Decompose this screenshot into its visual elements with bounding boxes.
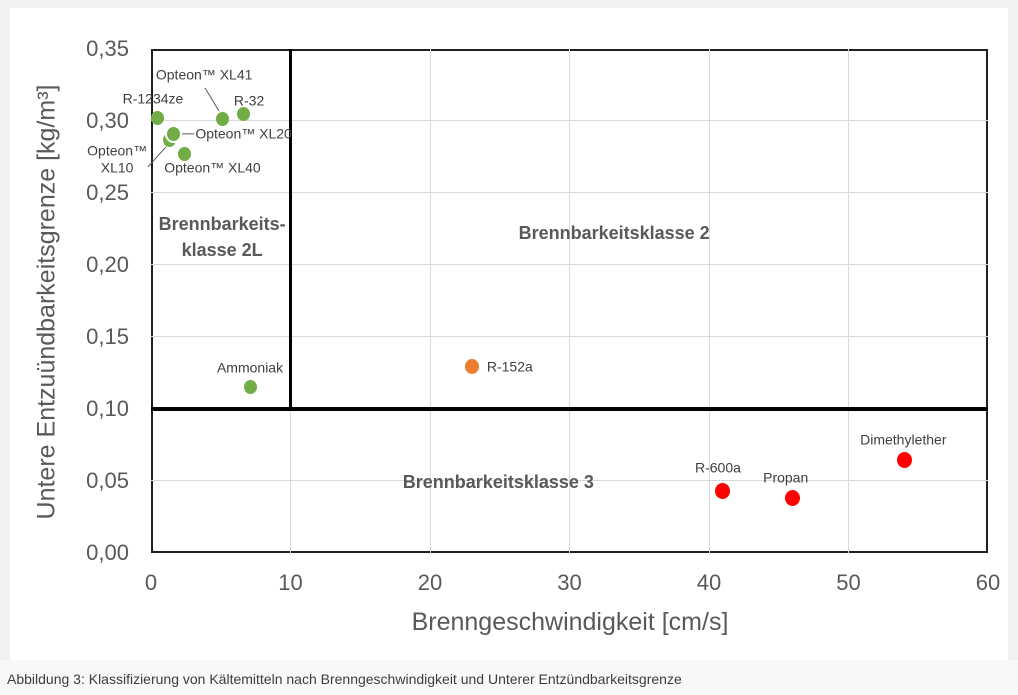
x-tick-label: 50 xyxy=(836,570,861,595)
region-label: Brennbarkeitsklasse 2 xyxy=(518,222,710,243)
gridline xyxy=(151,336,988,338)
data-point-propan xyxy=(785,489,801,506)
caption-strip xyxy=(0,660,1018,695)
x-tick-label: 20 xyxy=(417,570,443,595)
point-label: R-152a xyxy=(486,358,533,375)
y-tick-label: 0,10 xyxy=(86,395,129,421)
gridline xyxy=(151,480,988,482)
gridline xyxy=(848,49,849,553)
y-tick-label: 0,15 xyxy=(86,323,129,349)
data-point-opteon™-xl40 xyxy=(177,147,191,162)
boundary-line xyxy=(289,49,292,409)
gridline xyxy=(151,192,988,194)
data-point-r-152a xyxy=(464,359,479,375)
data-point-r-600a xyxy=(715,482,731,499)
y-tick-label: 0,05 xyxy=(86,467,129,493)
region-label: Brennbarkeitsklasse 3 xyxy=(402,471,594,492)
y-tick-label: 0,25 xyxy=(86,179,129,205)
gridline xyxy=(429,49,431,553)
gridline xyxy=(151,120,988,122)
data-point-opteon™-xl20 xyxy=(166,126,180,141)
point-label: Ammoniak xyxy=(216,359,284,376)
y-tick-label: 0,35 xyxy=(86,36,129,61)
y-tick-label: 0,00 xyxy=(86,539,129,565)
x-tick-label: 60 xyxy=(975,570,1001,595)
point-label: R-1234ze xyxy=(122,90,184,107)
x-tick-label: 30 xyxy=(557,570,582,595)
x-tick-label: 40 xyxy=(696,570,722,595)
point-label: Dimethylether xyxy=(860,431,947,448)
gridline xyxy=(151,264,988,266)
data-point-ammoniak xyxy=(243,380,257,395)
point-label: R-600a xyxy=(694,458,741,475)
boundary-line xyxy=(151,406,988,411)
x-axis-title: Brenngeschwindigkeit [cm/s] xyxy=(411,608,729,636)
point-label: Opteon™ XL20 xyxy=(195,125,292,142)
point-label: R-32 xyxy=(233,91,265,108)
x-tick-label: 0 xyxy=(144,570,158,595)
y-tick-label: 0,30 xyxy=(86,107,129,133)
region-label: Brennbarkeits- klasse 2L xyxy=(158,213,286,260)
gridline xyxy=(708,49,710,553)
point-label: Opteon™ XL41 xyxy=(155,66,253,83)
data-point-opteon™-xl41 xyxy=(215,112,229,127)
y-tick-label: 0,20 xyxy=(86,251,129,277)
x-tick-label: 10 xyxy=(278,570,303,595)
data-point-r-32 xyxy=(236,106,250,121)
figure-caption: Abbildung 3: Klassifizierung von Kältemi… xyxy=(7,671,682,687)
point-label: Opteon™ XL10 xyxy=(87,142,148,176)
y-axis-title: Untere Entzuündbarkeitsgrenze [kg/m³] xyxy=(32,84,61,520)
point-label: Opteon™ XL40 xyxy=(164,159,261,176)
gridline xyxy=(569,49,570,553)
data-point-r-1234ze xyxy=(151,111,165,126)
data-point-dimethylether xyxy=(896,452,912,469)
point-label: Propan xyxy=(763,469,809,486)
